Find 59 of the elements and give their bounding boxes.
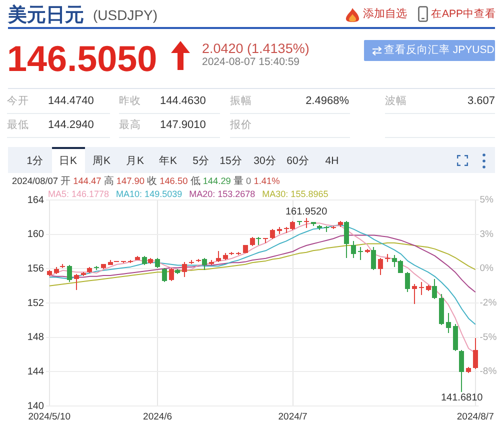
text: MA10: 149.5039: [116, 189, 182, 199]
text: 3.607: [467, 94, 495, 108]
y-tick-label: 140: [27, 400, 44, 412]
text: 2.4968%: [306, 94, 349, 108]
chart-title: 美元日元: [8, 4, 84, 26]
text: 2.0420 (1.4135%): [202, 40, 310, 56]
text: 2024-08-07 15:40:59: [202, 56, 300, 69]
text: 查看反向汇率 JPYUSD: [384, 44, 494, 57]
text: MA5: 146.1778: [48, 189, 110, 199]
x-tick-label: 2024/7: [278, 411, 308, 422]
text: 添加自选: [363, 8, 407, 21]
x-tick-label: 2024/5/10: [28, 411, 71, 422]
text: 振幅: [230, 94, 252, 108]
y2-tick-label: -8%: [480, 366, 498, 378]
y-tick-label: 164: [27, 194, 44, 206]
candlestick: [263, 238, 268, 243]
y-tick-label: 148: [27, 332, 44, 344]
y2-tick-label: 0%: [480, 263, 494, 274]
y2-tick-label: -5%: [480, 332, 498, 344]
text: 波幅: [385, 94, 407, 108]
text: 146.5050: [7, 37, 158, 80]
text: 最低: [7, 118, 29, 132]
y-tick-label: 152: [27, 298, 44, 309]
text: 147.9010: [160, 118, 206, 132]
text: 在APP中查看: [431, 8, 496, 21]
text: 144.4630: [160, 94, 206, 108]
text: 月K: [126, 154, 144, 168]
annotation: 161.9520: [285, 206, 328, 218]
y2-tick-label: 3%: [480, 228, 494, 240]
text: 30分: [254, 154, 276, 168]
text: 日K: [58, 154, 78, 168]
y2-tick-label: -2%: [480, 298, 498, 309]
text: 144.2940: [48, 118, 94, 132]
candlestick: [304, 218, 309, 228]
x-tick-label: 2024/6: [143, 411, 172, 422]
text: 年K: [158, 154, 178, 168]
candlestick: [358, 247, 363, 260]
chart-subtitle: (USDJPY): [93, 6, 158, 24]
candlestick: [419, 282, 424, 295]
text: 报价: [230, 118, 252, 132]
text: 15分: [220, 154, 242, 168]
text: 周K: [92, 154, 111, 168]
text: MA20: 153.2678: [189, 189, 256, 199]
y-tick-label: 144: [27, 366, 44, 378]
y-tick-label: 156: [27, 263, 44, 274]
y-tick-label: 160: [27, 229, 44, 240]
text: 2024/08/07 开 144.47 高 147.90 收 146.50 低 144.29 量 0 1.41%: [12, 176, 280, 187]
text: 今开: [7, 94, 29, 108]
text: 4H: [325, 154, 339, 168]
text: 5分: [192, 154, 210, 168]
y2-tick-label: 5%: [480, 194, 494, 206]
annotation: 141.6810: [440, 392, 484, 404]
text: MA30: 155.8965: [262, 189, 328, 199]
text: 昨收: [119, 94, 141, 108]
text: 144.4740: [48, 94, 94, 108]
x-tick-label: 2024/8/7: [456, 411, 494, 422]
text: 最高: [119, 118, 141, 132]
text: 1分: [26, 154, 44, 168]
text: 60分: [286, 154, 310, 168]
